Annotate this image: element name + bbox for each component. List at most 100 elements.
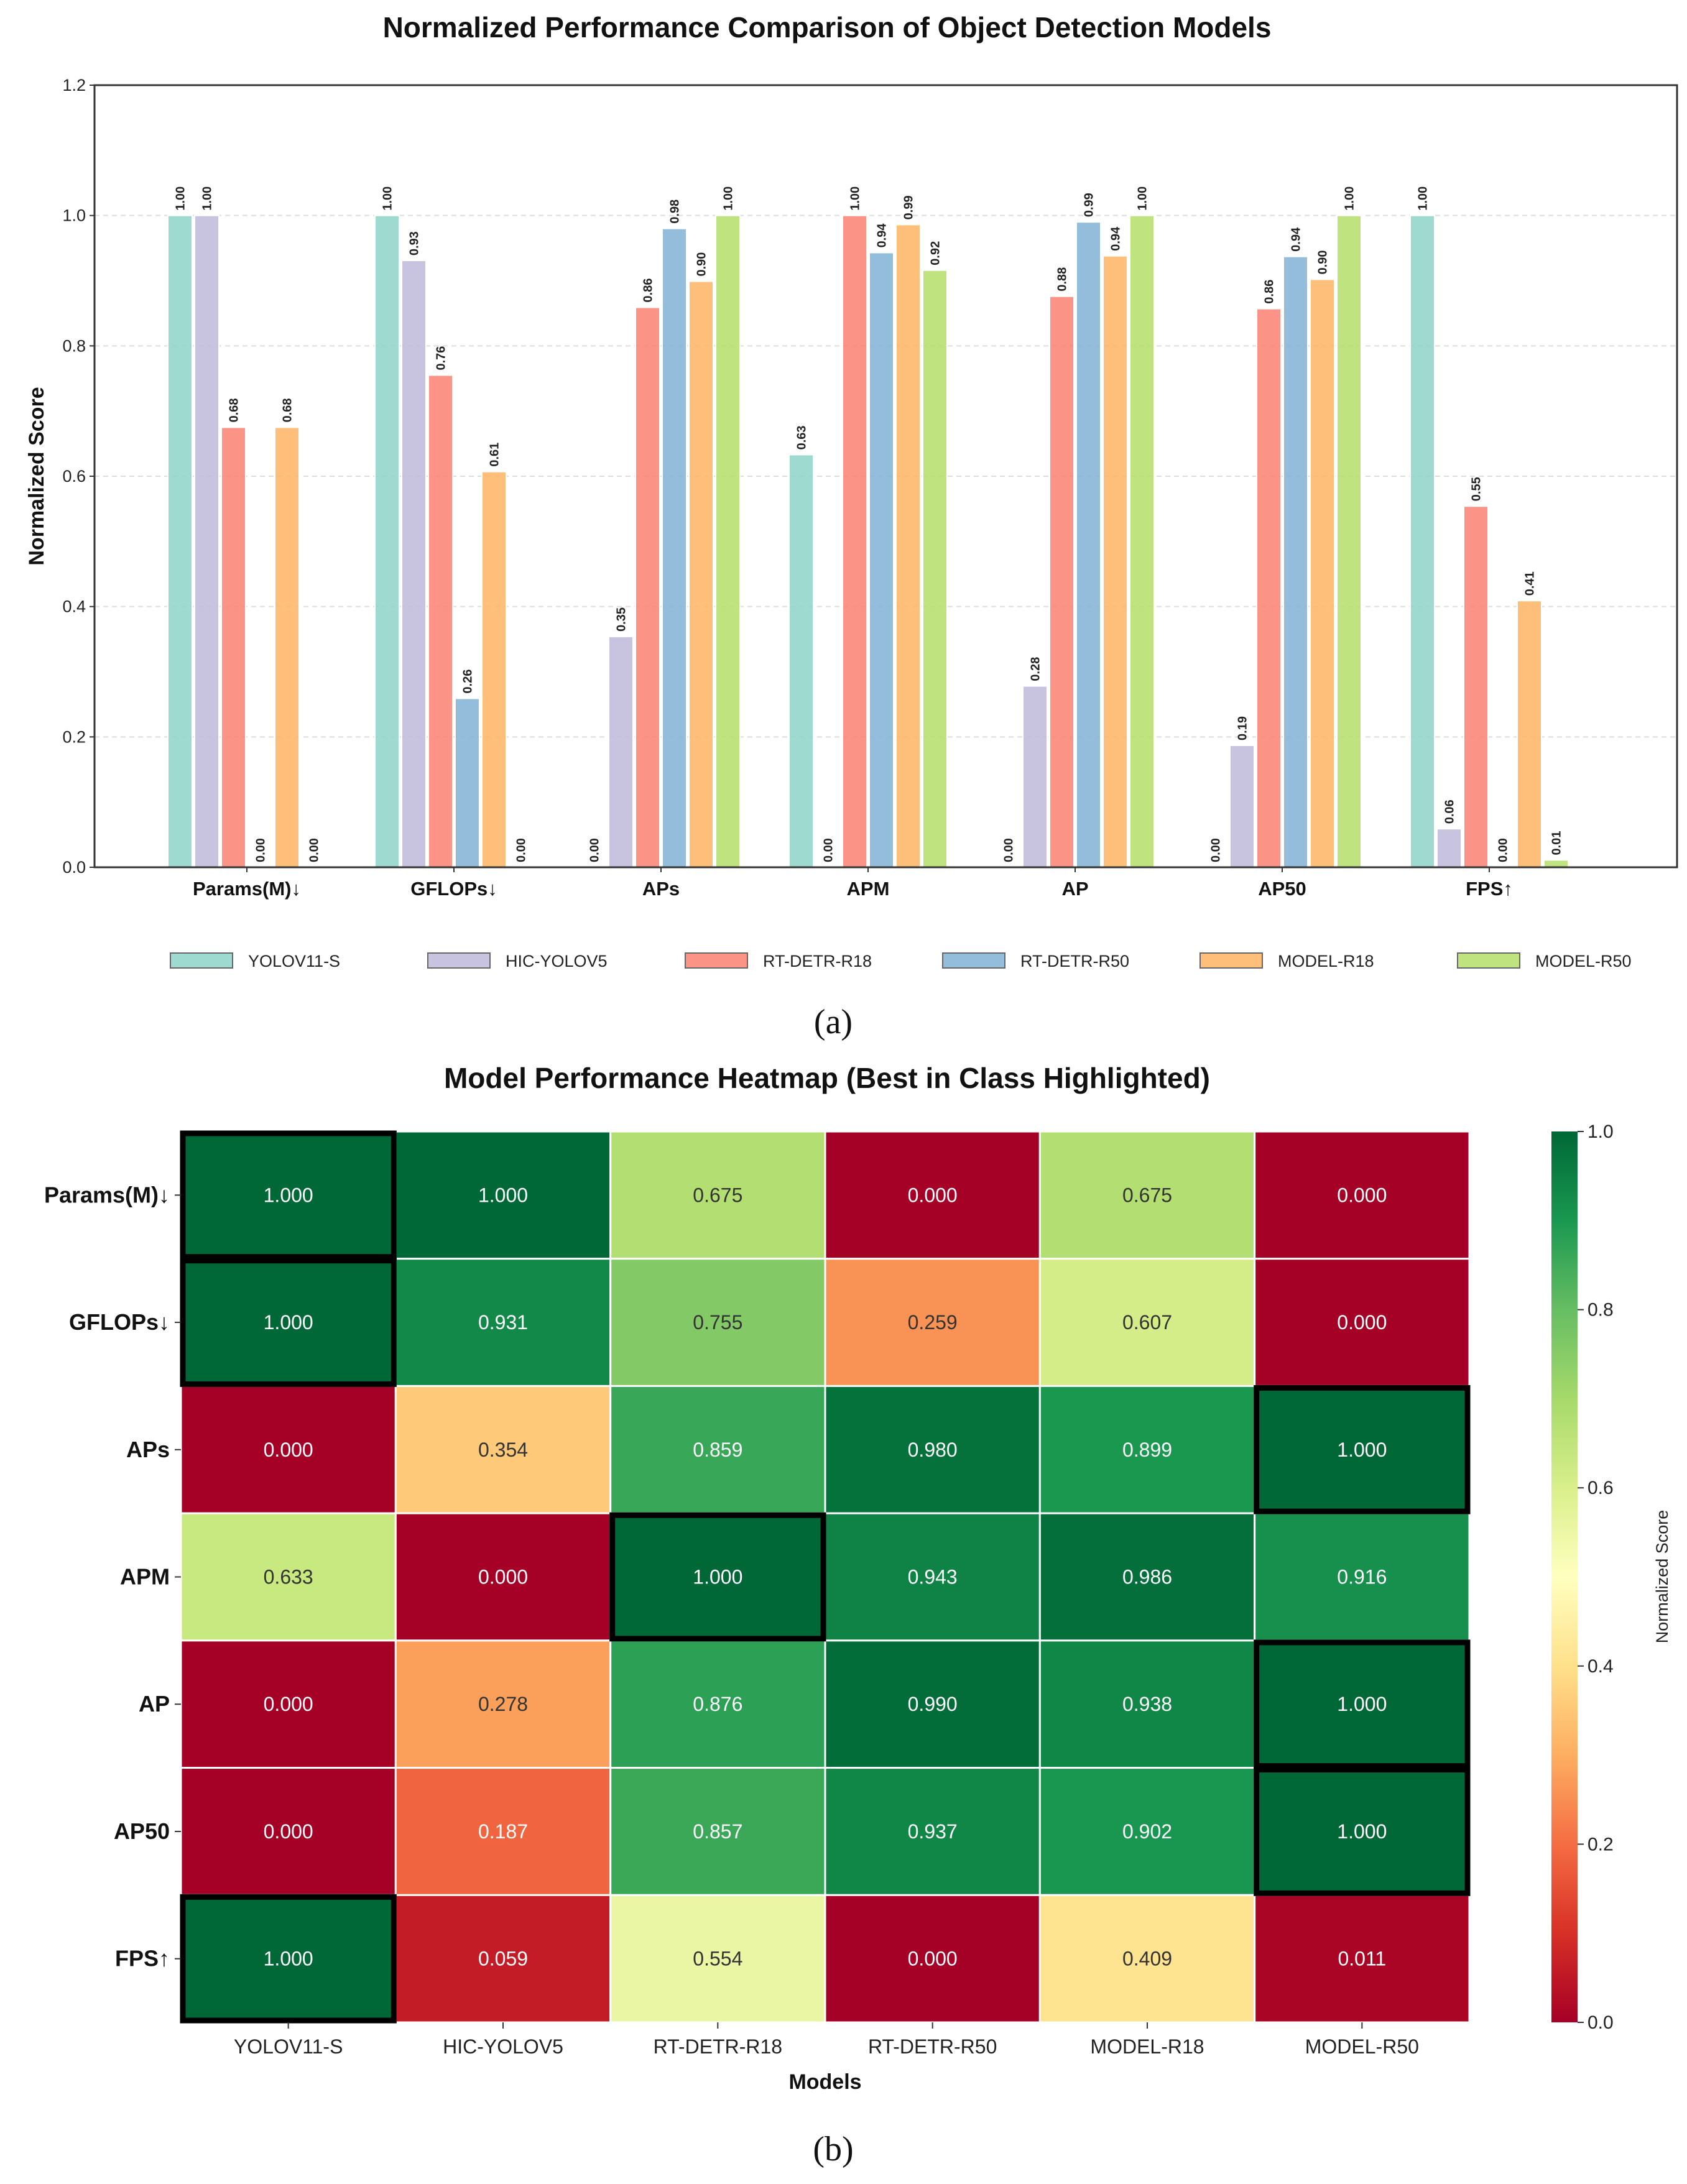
colorbar-tick-label: 0.2 xyxy=(1588,1834,1614,1855)
legend-item: HIC-YOLOV5 xyxy=(427,952,608,970)
bar xyxy=(221,426,246,868)
bar-value-label: 0.68 xyxy=(228,398,241,422)
heatmap-cell-value: 1.000 xyxy=(478,1184,528,1206)
heatmap-column-label: YOLOV11-S xyxy=(234,2035,343,2058)
heatmap-cell-value: 1.000 xyxy=(264,1948,313,1970)
y-tick-label: 0.6 xyxy=(62,467,86,486)
bar-value-label: 0.61 xyxy=(488,443,502,467)
bar xyxy=(1410,214,1435,869)
heatmap-cell: 0.931 xyxy=(394,1258,612,1387)
legend-label: YOLOV11-S xyxy=(248,952,340,970)
heatmap-cell: 0.000 xyxy=(1254,1258,1471,1387)
heatmap-cell-value: 0.938 xyxy=(1122,1693,1172,1715)
heatmap-cell: 0.011 xyxy=(1254,1894,1471,2024)
legend-label: MODEL-R50 xyxy=(1535,952,1632,970)
heatmap-cell-value: 0.011 xyxy=(1338,1948,1386,1970)
legend-label: HIC-YOLOV5 xyxy=(506,952,608,970)
heatmap-cell: 0.409 xyxy=(1038,1894,1256,2024)
heatmap-cell-value: 0.675 xyxy=(693,1184,742,1206)
heatmap-cell-value: 0.409 xyxy=(1122,1948,1172,1970)
colorbar xyxy=(1551,1131,1578,2022)
bar-value-label: 1.00 xyxy=(201,187,215,211)
heatmap-highlights xyxy=(180,1130,1471,2024)
bar xyxy=(1022,685,1048,869)
heatmap-cell-value: 1.000 xyxy=(264,1311,313,1334)
x-tick-label: AP xyxy=(1061,878,1088,900)
heatmap-cell: 1.000 xyxy=(394,1130,612,1260)
bar xyxy=(1256,308,1282,869)
heatmap-cell-fill xyxy=(1038,1512,1256,1642)
bar-value-label: 0.00 xyxy=(588,838,602,862)
y-tick-label: 1.2 xyxy=(62,76,86,94)
bar xyxy=(1436,828,1462,868)
panel-label-a: (a) xyxy=(814,1003,853,1041)
heatmap-cell-fill xyxy=(1254,1130,1471,1260)
heatmap-cell-fill xyxy=(1038,1130,1256,1260)
bar xyxy=(274,426,300,868)
heatmap-cell-fill xyxy=(1038,1258,1256,1387)
best-in-class-highlight xyxy=(180,1130,397,1260)
heatmap-row-label: GFLOPs↓ xyxy=(69,1309,170,1335)
bar xyxy=(1049,295,1075,869)
heatmap-cell-fill xyxy=(824,1130,1041,1260)
colorbar-tick-label: 1.0 xyxy=(1588,1122,1614,1142)
bar-value-label: 0.93 xyxy=(408,231,422,256)
legend-swatch xyxy=(685,952,748,969)
bar-value-label: 0.00 xyxy=(254,838,268,862)
bar-value-label: 0.94 xyxy=(1290,227,1303,252)
bar-value-label: 0.00 xyxy=(308,838,321,862)
heatmap-cell-value: 0.902 xyxy=(1122,1820,1172,1843)
heatmap-cell-value: 0.607 xyxy=(1122,1311,1172,1334)
colorbar-label: Normalized Score xyxy=(1653,1510,1671,1644)
bar-value-label: 0.94 xyxy=(1109,226,1123,251)
best-in-class-highlight xyxy=(180,1258,397,1387)
heatmap-row-label: AP xyxy=(139,1691,170,1716)
heatmap-cell-value: 1.000 xyxy=(1337,1439,1387,1461)
legend-label: MODEL-R18 xyxy=(1278,952,1374,970)
heatmap-cell-value: 1.000 xyxy=(1337,1693,1387,1715)
bar xyxy=(1543,859,1569,869)
heatmap-cell: 0.937 xyxy=(824,1767,1041,1896)
heatmap-cell: 0.990 xyxy=(824,1639,1041,1769)
heatmap-axes: Params(M)↓ GFLOPs↓ APs APM AP AP50 FPS↑ YOLOV11… xyxy=(44,1182,1419,2058)
bar xyxy=(194,214,220,869)
heatmap-cell: 0.554 xyxy=(609,1894,826,2024)
y-tick-label: 0.8 xyxy=(62,336,86,355)
heatmap-cell-fill xyxy=(1254,1894,1471,2024)
heatmap-cell-fill xyxy=(1038,1894,1256,2024)
heatmap-cell-value: 0.931 xyxy=(478,1311,528,1334)
heatmap-cell: 0.633 xyxy=(180,1512,397,1642)
heatmap-cell: 0.000 xyxy=(394,1512,612,1642)
heatmap-cell-value: 0.876 xyxy=(693,1693,742,1715)
colorbar-ticks: 0.0 0.2 0.4 0.6 0.8 1.0 xyxy=(1578,1122,1614,2033)
best-in-class-highlight xyxy=(609,1512,826,1642)
colorbar-tick-label: 0.6 xyxy=(1588,1478,1614,1498)
legend-item: MODEL-R50 xyxy=(1457,952,1632,970)
heatmap-cell-fill xyxy=(394,1639,612,1769)
heatmap-cell: 0.902 xyxy=(1038,1767,1256,1896)
heatmap-cell-fill xyxy=(609,1894,826,2024)
bar xyxy=(608,635,634,868)
heatmap-cell: 0.980 xyxy=(824,1385,1041,1514)
heatmap-cell-value: 0.755 xyxy=(693,1311,742,1334)
heatmap-cell-value: 0.000 xyxy=(264,1439,313,1461)
heatmap-cell-value: 0.859 xyxy=(693,1439,742,1461)
bar-value-label: 0.99 xyxy=(902,195,916,219)
heatmap-cell-fill xyxy=(824,1639,1041,1769)
heatmap-cell-fill xyxy=(1038,1767,1256,1896)
bar-value-label: 0.98 xyxy=(668,200,682,224)
bar-value-label: 1.00 xyxy=(1136,187,1150,211)
heatmap-cell-value: 0.187 xyxy=(478,1820,528,1843)
heatmap-cell-value: 0.000 xyxy=(908,1948,958,1970)
heatmap-cell-value: 0.990 xyxy=(908,1693,958,1715)
colorbar-tick-label: 0.0 xyxy=(1588,2012,1614,2033)
heatmap-cell: 0.000 xyxy=(180,1385,397,1514)
bar xyxy=(715,214,741,869)
bar-chart-panel: Normalized Performance Comparison of Obj… xyxy=(25,11,1678,1041)
heatmap-cell-fill xyxy=(394,1767,612,1896)
y-tick-label: 0.0 xyxy=(62,858,86,877)
bar xyxy=(1463,505,1489,868)
bar xyxy=(455,698,480,869)
heatmap-column-label: MODEL-R18 xyxy=(1090,2035,1204,2058)
